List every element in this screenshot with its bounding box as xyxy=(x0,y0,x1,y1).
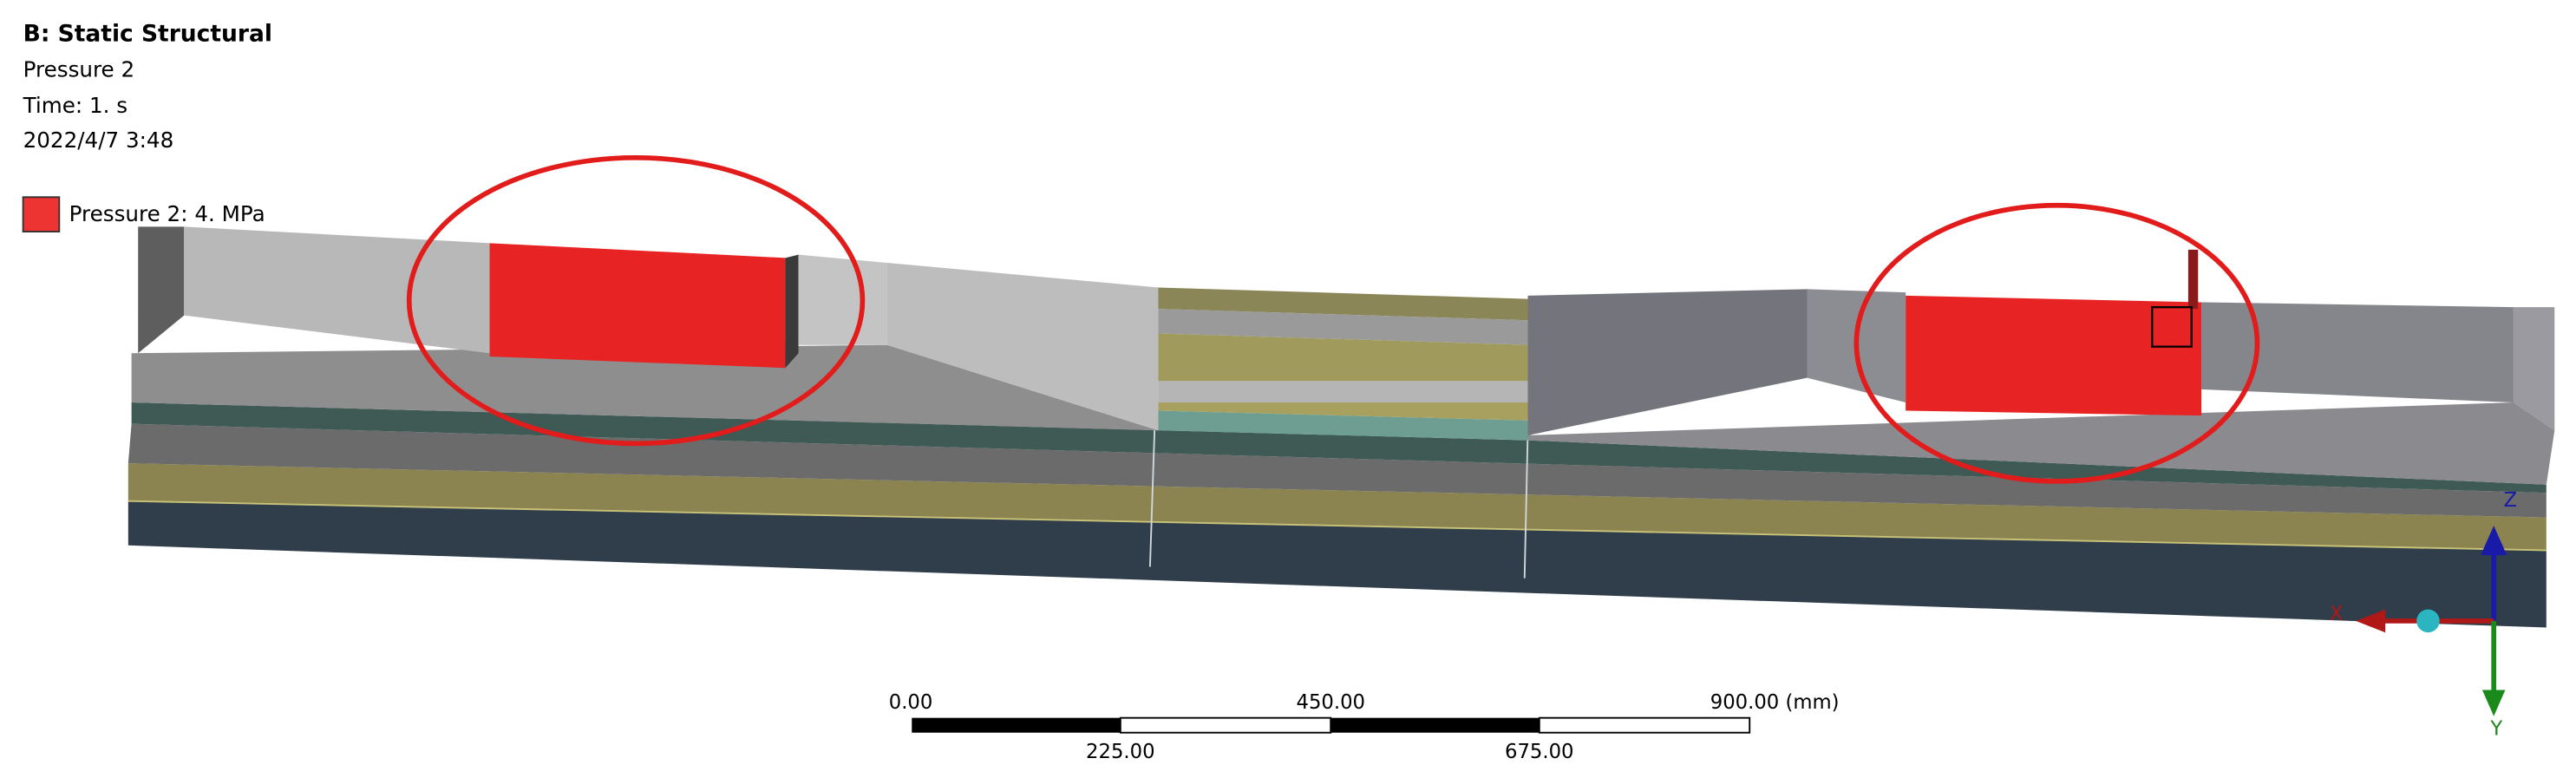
x-label: X xyxy=(2330,603,2344,625)
scale-label: 0.00 xyxy=(889,691,933,714)
axis-triad: Z X Y xyxy=(2330,489,2517,740)
date-label: 2022/4/7 3:48 xyxy=(23,127,174,153)
scale-label: 900.00 (mm) xyxy=(1710,691,1840,714)
face xyxy=(785,254,799,369)
layer xyxy=(127,500,2547,628)
legend-swatch xyxy=(22,196,61,233)
face xyxy=(138,226,185,354)
scale-segment xyxy=(1538,716,1751,734)
analysis-title: B: Static Structural xyxy=(23,20,272,47)
scale-label: 675.00 xyxy=(1505,741,1574,763)
scale-segment xyxy=(1119,716,1332,734)
face xyxy=(1527,402,2555,485)
y-arrow xyxy=(2481,690,2506,716)
y-label: Y xyxy=(2489,717,2502,740)
scale-label: 450.00 xyxy=(1296,691,1365,714)
pressure-face xyxy=(1906,295,2202,416)
edge xyxy=(1523,430,1529,579)
scale-label: 225.00 xyxy=(1086,741,1155,763)
layer xyxy=(1158,333,1532,382)
model xyxy=(127,154,2555,628)
pressure-face xyxy=(489,243,786,369)
legend-label: Pressure 2: 4. MPa xyxy=(69,201,265,226)
face xyxy=(2201,302,2514,403)
edge xyxy=(1148,418,1156,567)
x-arrow xyxy=(2356,609,2386,633)
edge xyxy=(127,500,2547,552)
load-arrow xyxy=(2187,249,2199,310)
face xyxy=(798,254,887,345)
layer xyxy=(1158,402,1532,421)
face xyxy=(1527,289,1808,435)
z-arrow xyxy=(2481,526,2507,556)
face xyxy=(131,344,1159,431)
layer xyxy=(127,423,2547,518)
layer xyxy=(131,402,2547,494)
time-label: Time: 1. s xyxy=(23,93,127,118)
highlight xyxy=(1854,202,2260,484)
layer xyxy=(1158,309,1532,345)
highlight xyxy=(406,154,866,447)
origin-sphere xyxy=(2416,609,2440,633)
scale-segment xyxy=(912,717,1121,733)
z-label: Z xyxy=(2504,489,2518,512)
load-marker xyxy=(2151,306,2193,348)
scale-bar: 0.00 450.00 900.00 (mm) 225.00 675.00 xyxy=(889,691,1840,763)
object-name: Pressure 2 xyxy=(23,56,135,82)
layer xyxy=(1158,287,1532,321)
scale-segment xyxy=(1330,717,1540,733)
layer xyxy=(127,463,2547,551)
face xyxy=(2513,307,2555,431)
layer xyxy=(1158,381,1532,403)
face xyxy=(886,263,1159,431)
